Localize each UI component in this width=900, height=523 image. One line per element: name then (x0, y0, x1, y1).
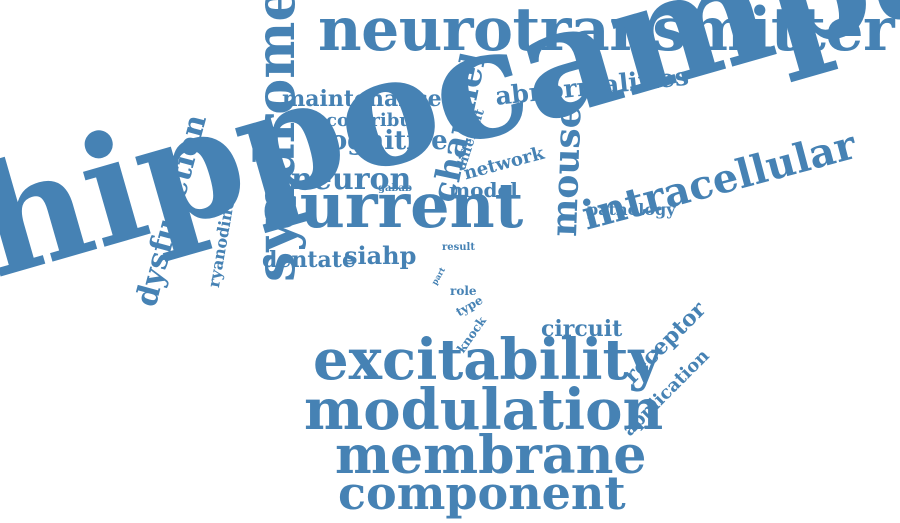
word-cognitive: cognitive (314, 126, 448, 156)
word-excitability: excitability (313, 327, 661, 393)
word-result: result (442, 242, 475, 253)
word-component: component (338, 466, 626, 520)
word-neuron: neuron (291, 162, 412, 197)
word-intracellular: intracellular (576, 121, 861, 240)
word-role: role (450, 284, 477, 298)
word-neurotransmitter: neurotransmitter (318, 0, 895, 65)
word-part: part (429, 265, 448, 287)
word-pathology: pathology (587, 200, 676, 219)
word-maintenance: maintenance (282, 86, 442, 112)
word-dentate: dentate (262, 247, 356, 273)
word-current: current (262, 169, 524, 242)
word-circuit: circuit (541, 316, 623, 342)
word-contribute: contribute (326, 110, 433, 131)
word-siahp: siahp (344, 241, 417, 270)
word-membrane: membrane (335, 425, 647, 486)
word-modulation: modulation (304, 377, 664, 443)
word-gabab: gabab (378, 183, 412, 194)
word-model: model (449, 178, 518, 202)
